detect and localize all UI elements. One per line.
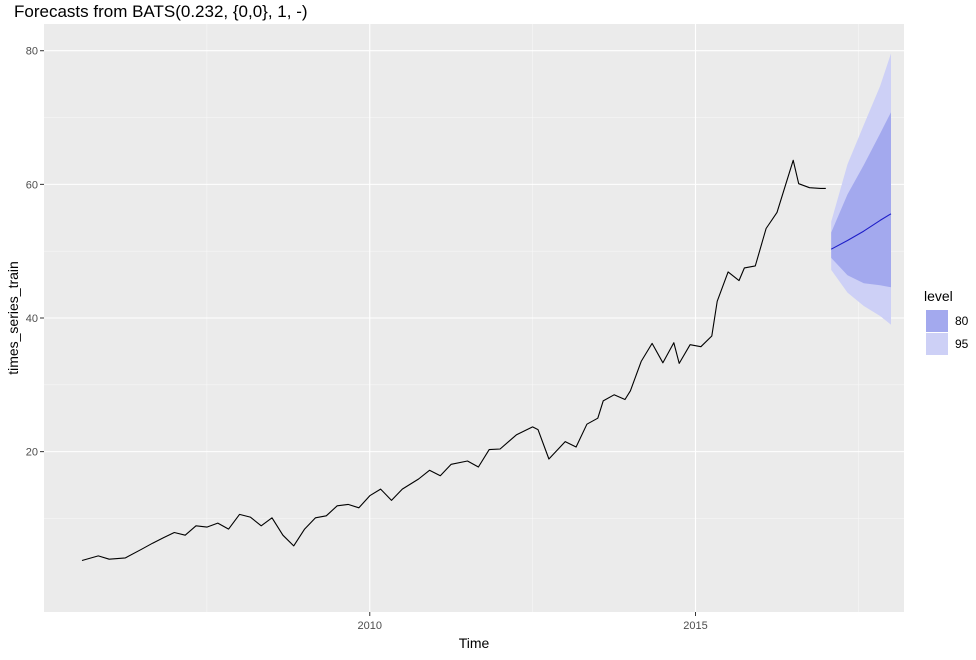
x-axis-title: Time: [459, 635, 490, 651]
x-tick-label: 2010: [358, 620, 382, 632]
forecast-line: [830, 213, 892, 250]
band-80: [831, 112, 891, 288]
prediction-intervals: [831, 53, 891, 325]
y-axis-title: times_series_train: [5, 261, 21, 375]
y-tick-label: 20: [26, 447, 38, 459]
legend-key-95: [926, 333, 948, 355]
axes: 2010 2015 20 40 60 80: [26, 46, 708, 632]
major-gridlines: [44, 24, 904, 612]
y-tick-label: 80: [26, 46, 38, 58]
chart-title: Forecasts from BATS(0.232, {0,0}, 1, -): [14, 2, 308, 21]
legend-key-80: [926, 310, 948, 332]
legend-title: level: [924, 288, 953, 304]
x-tick-label: 2015: [683, 620, 707, 632]
y-tick-label: 60: [26, 179, 38, 191]
series-lines: [81, 159, 892, 562]
observed-series-line: [81, 159, 826, 562]
y-tick-label: 40: [26, 313, 38, 325]
legend-label-95: 95: [955, 337, 969, 351]
legend-label-80: 80: [955, 314, 969, 328]
